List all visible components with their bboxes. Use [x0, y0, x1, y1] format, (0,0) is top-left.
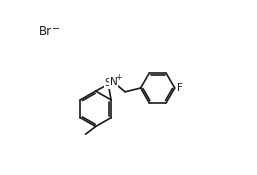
Text: −: −	[51, 24, 60, 34]
Text: +: +	[115, 73, 121, 82]
Text: N: N	[110, 77, 117, 87]
Text: Br: Br	[39, 25, 52, 37]
Text: F: F	[177, 83, 183, 93]
Text: S: S	[105, 78, 111, 88]
